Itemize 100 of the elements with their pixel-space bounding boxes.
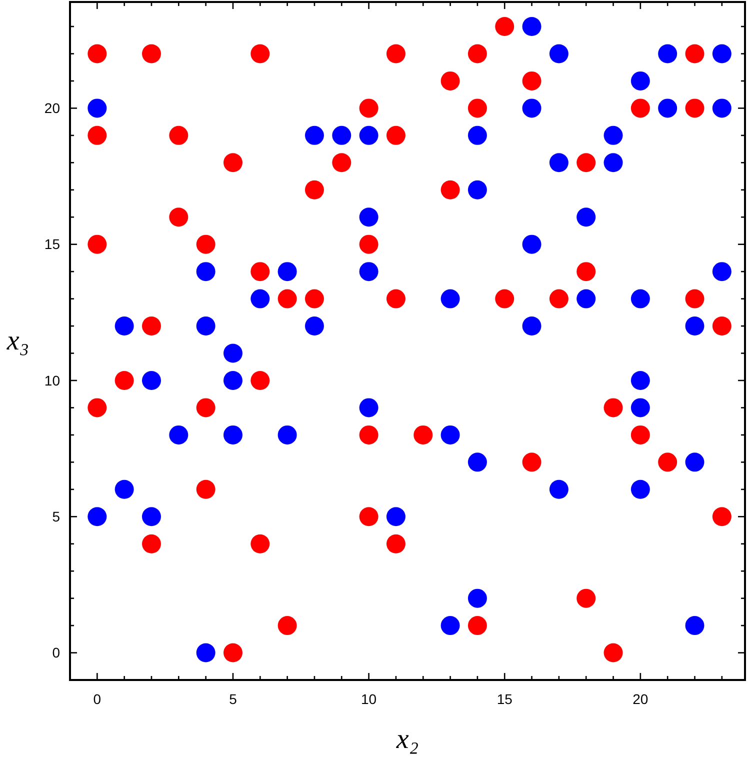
point [304,126,324,145]
point [359,98,378,118]
point [495,17,514,36]
point [685,289,704,308]
point [88,126,107,145]
point [88,98,107,118]
point [685,616,704,636]
point [386,507,406,526]
point [522,452,542,472]
point [223,153,242,172]
point [522,71,542,90]
point [278,425,297,444]
point [440,425,460,444]
point [468,452,487,472]
point [359,234,378,254]
point [250,534,270,554]
point [549,480,568,499]
point [250,371,270,390]
point [88,234,107,254]
point [549,153,568,172]
point [576,588,596,608]
point [304,289,324,308]
x-tick-label: 0 [93,691,102,707]
point [278,616,297,636]
point [468,588,487,608]
point [468,126,487,145]
point [522,234,542,254]
y-axis-title: x₃ [6,325,30,356]
x-tick-label: 10 [361,691,377,707]
point [440,616,460,636]
point [440,71,460,90]
point [604,153,623,172]
point [549,289,568,308]
point [88,507,107,526]
point [196,262,216,282]
point [440,180,460,200]
point [196,316,216,336]
point [386,289,406,308]
point [685,316,704,336]
point [88,44,107,64]
point [685,98,704,118]
point [468,180,487,200]
point [142,534,161,554]
point [359,262,378,282]
point [712,98,732,118]
x-tick-label: 20 [632,691,648,707]
point [630,425,650,444]
point [250,262,270,282]
point [196,480,216,499]
point [169,425,188,444]
point [88,398,107,418]
point [250,44,270,64]
y-tick-label: 0 [52,644,60,661]
point [630,289,650,308]
point [468,616,487,636]
point [685,452,704,472]
point [223,344,242,363]
point [414,425,433,444]
point [250,289,270,308]
point [576,289,596,308]
point [386,44,406,64]
point [223,371,242,390]
point [712,262,732,282]
point [114,371,134,390]
point [196,398,216,418]
point [332,153,352,172]
point [278,289,297,308]
point [359,126,378,145]
point [332,126,352,145]
point [304,316,324,336]
point [169,208,188,227]
point [495,289,514,308]
point [304,180,324,200]
point [522,17,542,36]
y-tick-label: 15 [44,236,60,252]
point [142,44,161,64]
point [386,534,406,554]
point [630,98,650,118]
y-tick-label: 20 [44,100,60,116]
point [522,98,542,118]
point [630,398,650,418]
point [359,507,378,526]
y-tick-label: 10 [44,372,60,388]
point [142,316,161,336]
point [440,289,460,308]
point [576,208,596,227]
point [169,126,188,145]
x-tick-label: 15 [496,691,513,707]
y-tick-label: 5 [52,508,60,525]
point [196,643,216,662]
point [278,262,297,282]
point [604,126,623,145]
point [468,44,487,64]
point [685,44,704,64]
point [114,316,134,336]
point [712,316,732,336]
point [522,316,542,336]
point [658,98,678,118]
point [359,425,378,444]
point [142,371,161,390]
